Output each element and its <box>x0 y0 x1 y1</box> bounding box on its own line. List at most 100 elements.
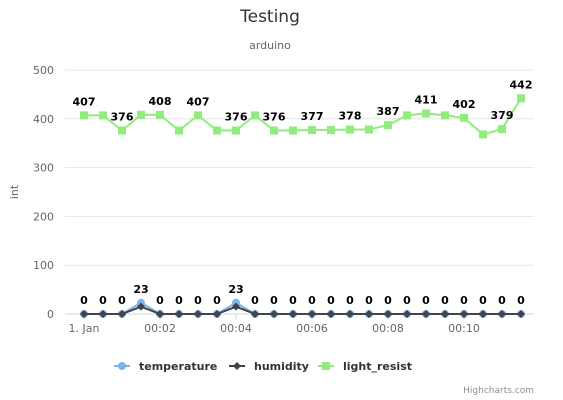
light_resist-point[interactable] <box>365 125 373 134</box>
humidity-point[interactable] <box>403 310 411 318</box>
legend-label: temperature <box>139 360 217 373</box>
light_resist-data-label: 442 <box>510 78 533 91</box>
light_resist-point[interactable] <box>270 126 278 135</box>
light_resist-data-label: 376 <box>111 111 134 124</box>
temperature-data-label: 0 <box>289 294 297 307</box>
legend-marker-icon <box>322 362 330 370</box>
legend-item-humidity[interactable]: humidity <box>229 360 309 373</box>
chart-title: Testing <box>239 7 300 27</box>
humidity-point[interactable] <box>479 310 487 318</box>
humidity-point[interactable] <box>498 310 506 318</box>
light_resist-data-label: 407 <box>187 95 210 108</box>
humidity-point[interactable] <box>308 310 316 318</box>
light_resist-data-label: 407 <box>73 95 96 108</box>
light_resist-point[interactable] <box>422 109 430 118</box>
x-tick-label: 00:02 <box>144 322 176 335</box>
humidity-point[interactable] <box>327 310 335 318</box>
light_resist-point[interactable] <box>156 110 164 119</box>
y-tick-label: 500 <box>33 64 54 77</box>
light_resist-data-label: 376 <box>263 111 286 124</box>
light_resist-data-label: 378 <box>339 110 362 123</box>
humidity-point[interactable] <box>80 310 88 318</box>
light_resist-point[interactable] <box>118 126 126 135</box>
humidity-point[interactable] <box>384 310 392 318</box>
temperature-data-label: 0 <box>346 294 354 307</box>
legend-marker-icon <box>118 362 126 370</box>
y-tick-label: 0 <box>47 308 54 321</box>
light_resist-point[interactable] <box>384 121 392 130</box>
light_resist-point[interactable] <box>137 110 145 119</box>
light_resist-point[interactable] <box>308 126 316 135</box>
temperature-data-label: 0 <box>99 294 107 307</box>
credits-link[interactable]: Highcharts.com <box>463 386 534 396</box>
temperature-data-label: 0 <box>175 294 183 307</box>
x-tick-label: 00:04 <box>220 322 252 335</box>
humidity-point[interactable] <box>365 310 373 318</box>
temperature-data-label: 0 <box>403 294 411 307</box>
temperature-data-label: 0 <box>517 294 525 307</box>
light_resist-point[interactable] <box>80 111 88 120</box>
humidity-point[interactable] <box>194 310 202 318</box>
light_resist-point[interactable] <box>479 130 487 139</box>
y-axis-ticks: 0 100 200 300 400 500 <box>33 64 54 321</box>
humidity-point[interactable] <box>270 310 278 318</box>
light_resist-data-label: 411 <box>415 93 438 106</box>
temperature-data-label: 0 <box>422 294 430 307</box>
humidity-point[interactable] <box>251 310 259 318</box>
light_resist-point[interactable] <box>327 126 335 135</box>
light_resist-point[interactable] <box>213 126 221 135</box>
x-tick-label: 1. Jan <box>69 322 100 335</box>
y-tick-label: 300 <box>33 162 54 175</box>
light_resist-point[interactable] <box>441 111 449 120</box>
light_resist-point[interactable] <box>175 126 183 135</box>
light_resist-data-label: 376 <box>225 111 248 124</box>
humidity-point[interactable] <box>232 302 240 311</box>
light_resist-point[interactable] <box>232 126 240 135</box>
humidity-point[interactable] <box>517 310 525 318</box>
light_resist-point[interactable] <box>194 111 202 120</box>
temperature-data-label: 0 <box>213 294 221 307</box>
humidity-point[interactable] <box>137 302 145 311</box>
light_resist-data-label: 402 <box>453 98 476 111</box>
humidity-point[interactable] <box>460 310 468 318</box>
temperature-data-label: 23 <box>228 283 243 296</box>
temperature-data-label: 0 <box>156 294 164 307</box>
temperature-data-label: 0 <box>460 294 468 307</box>
legend-item-light_resist[interactable]: light_resist <box>318 360 412 373</box>
y-tick-label: 400 <box>33 113 54 126</box>
humidity-point[interactable] <box>99 310 107 318</box>
x-tick-label: 00:06 <box>296 322 328 335</box>
legend-label: light_resist <box>343 360 412 373</box>
temperature-data-label: 0 <box>479 294 487 307</box>
temperature-data-label: 0 <box>327 294 335 307</box>
light_resist-point[interactable] <box>460 113 468 122</box>
light_resist-point[interactable] <box>289 126 297 135</box>
legend-item-temperature[interactable]: temperature <box>114 360 217 373</box>
light_resist-data-label: 379 <box>491 109 514 122</box>
y-tick-label: 200 <box>33 210 54 223</box>
humidity-point[interactable] <box>422 310 430 318</box>
legend: temperature humidity light_resist <box>114 360 412 373</box>
humidity-point[interactable] <box>213 310 221 318</box>
humidity-point[interactable] <box>118 310 126 318</box>
temperature-data-label: 0 <box>441 294 449 307</box>
humidity-point[interactable] <box>346 310 354 318</box>
humidity-point[interactable] <box>175 310 183 318</box>
light_resist-point[interactable] <box>403 111 411 120</box>
temperature-data-label: 0 <box>118 294 126 307</box>
light_resist-point[interactable] <box>99 111 107 120</box>
light_resist-point[interactable] <box>251 111 259 120</box>
series-humidity <box>80 302 525 318</box>
temperature-data-label: 0 <box>498 294 506 307</box>
humidity-point[interactable] <box>441 310 449 318</box>
light_resist-data-label: 387 <box>377 105 400 118</box>
temperature-data-label: 0 <box>80 294 88 307</box>
light_resist-point[interactable] <box>498 125 506 134</box>
light_resist-point[interactable] <box>517 94 525 103</box>
humidity-point[interactable] <box>289 310 297 318</box>
humidity-point[interactable] <box>156 310 164 318</box>
light_resist-point[interactable] <box>346 125 354 134</box>
chart-subtitle: arduino <box>249 39 291 52</box>
